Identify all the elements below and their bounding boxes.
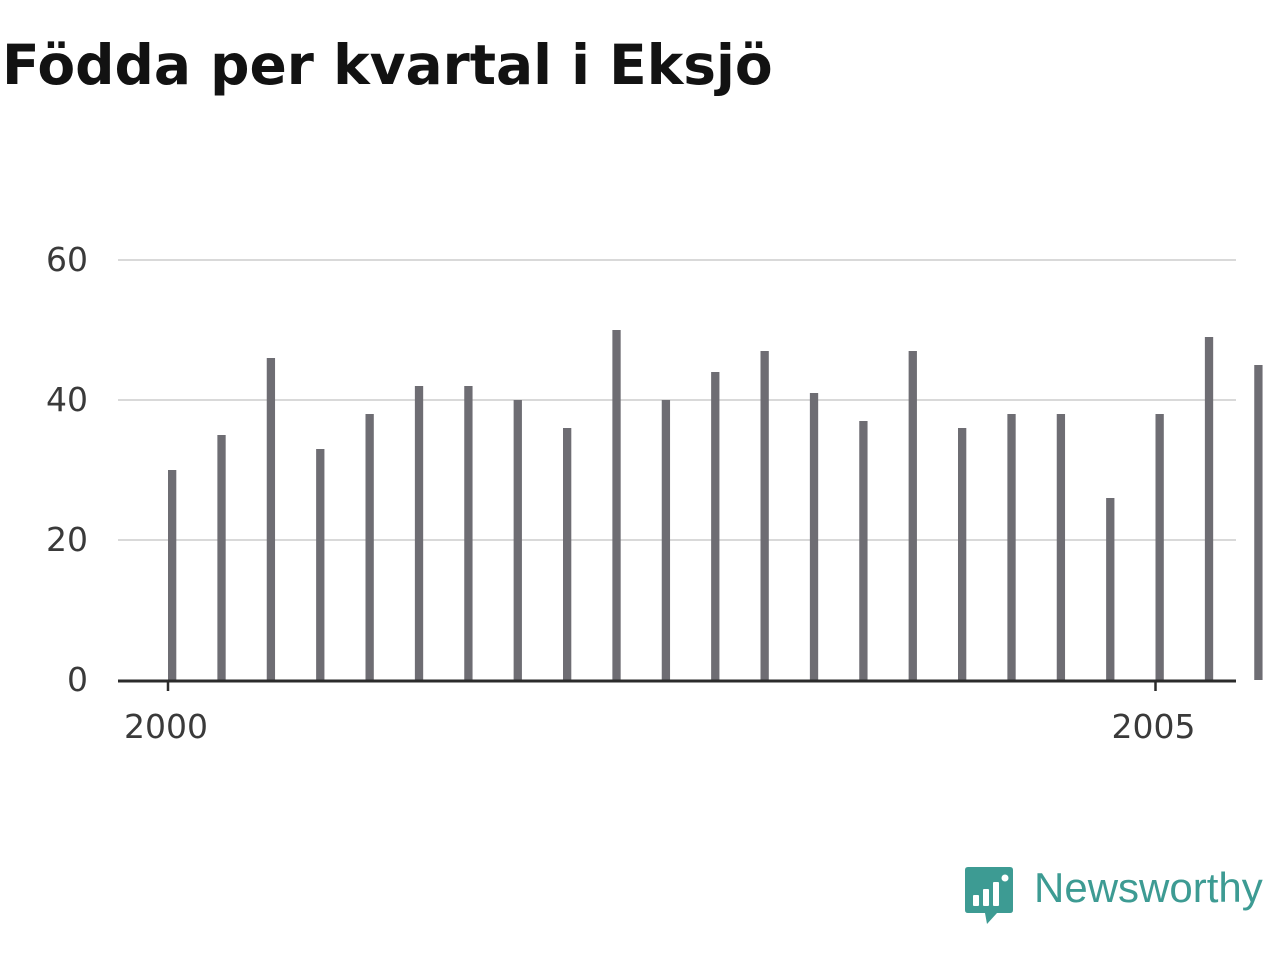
bar <box>1106 498 1115 680</box>
bar <box>958 428 967 680</box>
bar <box>316 449 325 680</box>
brand: Newsworthy <box>964 866 1263 928</box>
bar <box>1254 365 1263 680</box>
bar <box>711 372 720 680</box>
y-tick-label: 0 <box>67 660 88 699</box>
bar-chart: 020406020002005201020152020202531 <box>46 240 1263 746</box>
bar <box>1056 414 1066 680</box>
bar <box>760 351 769 680</box>
brand-name: Newsworthy <box>1034 864 1263 911</box>
bar <box>859 421 868 680</box>
y-tick-label: 20 <box>46 520 88 559</box>
bar <box>365 414 374 680</box>
grid-layer <box>118 259 1236 541</box>
chart-title: Födda per kvartal i Eksjö <box>2 33 773 97</box>
y-tick-label: 60 <box>46 240 88 279</box>
y-tick-label: 40 <box>46 380 88 419</box>
bar-layer <box>168 330 1263 680</box>
bar <box>168 470 177 680</box>
bar <box>612 330 621 680</box>
bar <box>414 386 424 680</box>
x-tick-label: 2005 <box>1112 707 1196 746</box>
bar <box>266 358 276 680</box>
bar <box>563 428 572 680</box>
axis-layer <box>118 679 1236 691</box>
bar <box>513 400 522 680</box>
bar <box>908 351 917 680</box>
bar-chart-speech-bubble-icon <box>965 867 1013 924</box>
bar <box>661 400 671 680</box>
bar <box>464 386 473 680</box>
bar <box>1007 414 1016 680</box>
bar <box>1155 414 1164 680</box>
bar <box>217 435 226 680</box>
x-tick-label: 2000 <box>124 707 208 746</box>
label-layer: 020406020002005201020152020202531 <box>46 240 1196 746</box>
bar <box>809 393 819 680</box>
bar <box>1204 337 1214 680</box>
